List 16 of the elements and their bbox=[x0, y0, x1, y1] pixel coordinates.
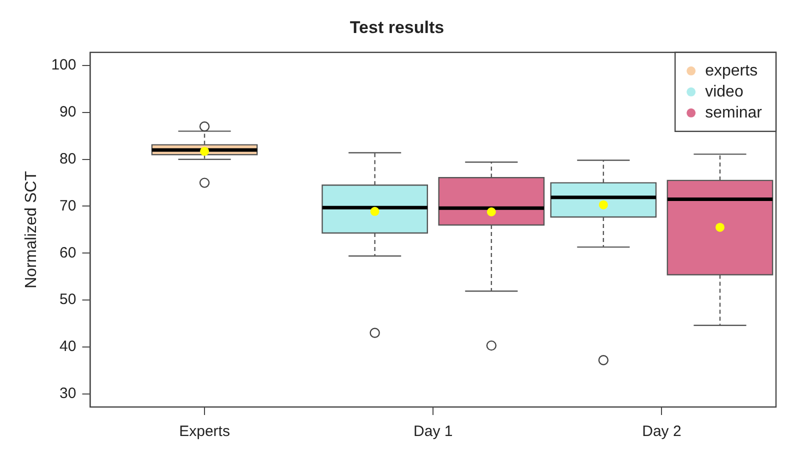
chart-title: Test results bbox=[350, 18, 444, 37]
x-tick-label: Experts bbox=[179, 423, 230, 440]
x-tick-label: Day 2 bbox=[642, 423, 682, 440]
y-tick-label: 100 bbox=[51, 56, 76, 74]
y-tick-label: 70 bbox=[60, 197, 76, 214]
y-tick-label: 40 bbox=[60, 338, 76, 356]
y-tick-label: 90 bbox=[60, 104, 76, 121]
x-tick-label: Day 1 bbox=[414, 423, 453, 440]
y-axis-title: Normalized SCT bbox=[23, 170, 40, 288]
y-tick-label: 80 bbox=[60, 150, 76, 168]
y-tick-label: 30 bbox=[60, 385, 76, 402]
legend-label: experts bbox=[705, 62, 758, 80]
legend-label: video bbox=[705, 83, 744, 100]
y-tick-label: 50 bbox=[60, 291, 76, 308]
y-tick-label: 60 bbox=[60, 244, 76, 262]
legend-label: seminar bbox=[705, 104, 763, 122]
